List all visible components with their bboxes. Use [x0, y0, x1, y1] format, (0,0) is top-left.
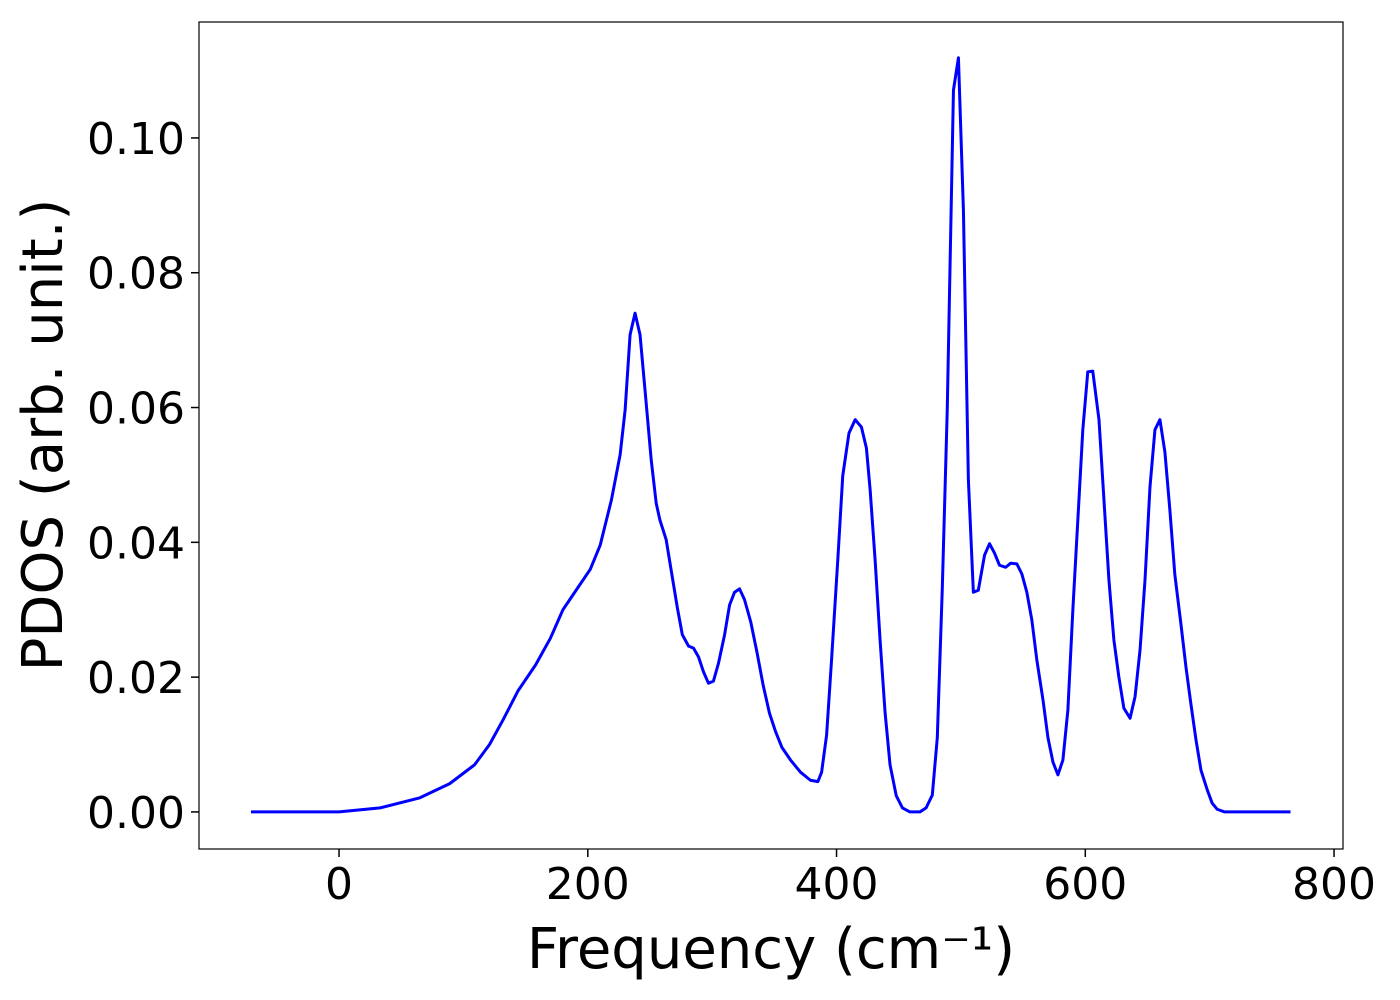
plot-frame — [198, 21, 1344, 850]
y-tick-label: 0.08 — [87, 249, 185, 300]
x-tick-label: 600 — [1043, 859, 1127, 910]
x-tick-label: 800 — [1292, 859, 1376, 910]
x-tick-label: 0 — [325, 859, 353, 910]
y-axis-label: PDOS (arb. unit.) — [11, 199, 76, 672]
x-tick-label: 200 — [546, 859, 630, 910]
x-axis-label: Frequency (cm⁻¹) — [527, 917, 1015, 982]
y-tick-label: 0.10 — [87, 114, 185, 165]
x-tick-label: 400 — [795, 859, 879, 910]
data-line — [250, 56, 1291, 814]
y-tick-label: 0.00 — [87, 788, 185, 839]
y-tick-label: 0.06 — [87, 384, 185, 435]
y-tick-label: 0.02 — [87, 653, 185, 704]
y-tick-label: 0.04 — [87, 518, 185, 569]
